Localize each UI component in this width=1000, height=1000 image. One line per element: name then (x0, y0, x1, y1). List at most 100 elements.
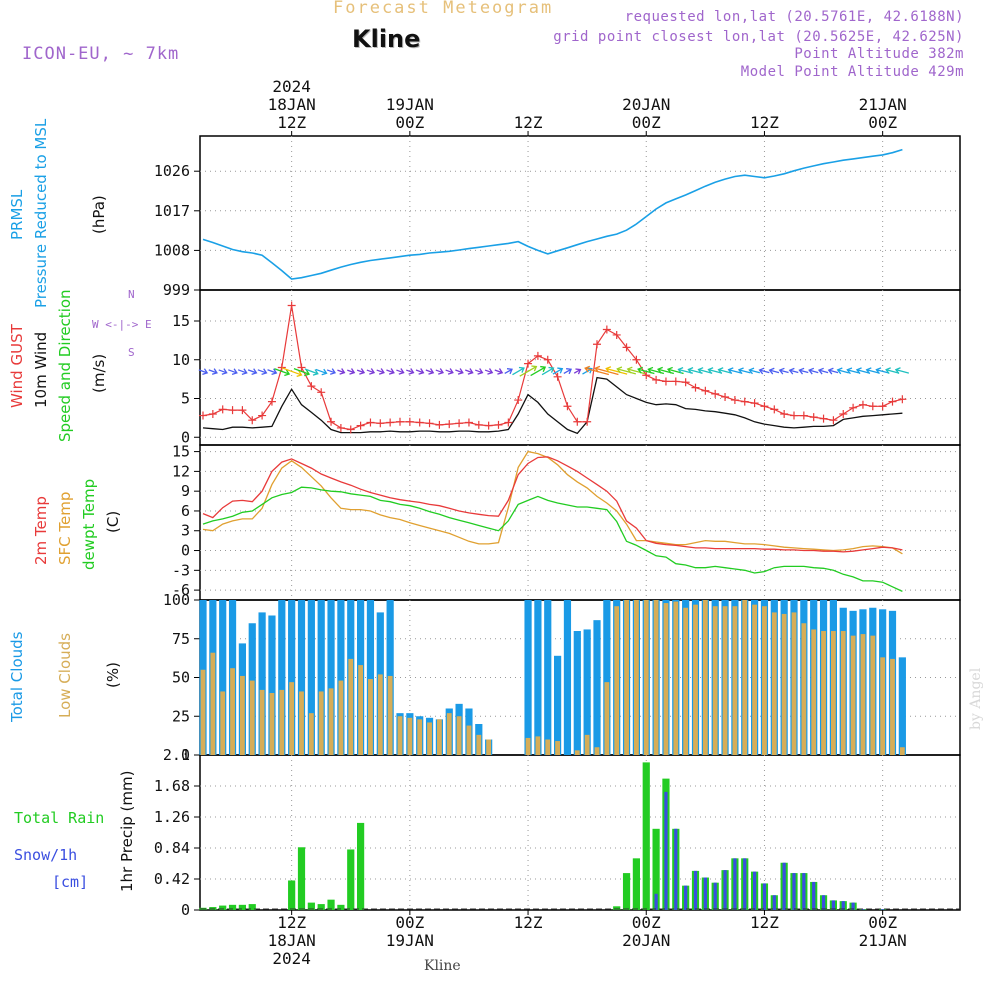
gust-marker (504, 418, 513, 427)
wind-arrow-shaft (866, 369, 880, 374)
wind-arrow (247, 368, 258, 375)
low-cloud-bar (693, 604, 698, 755)
low-cloud-bar (840, 631, 846, 755)
wind-arrow-shaft (366, 369, 375, 374)
wind-arrow-head (885, 367, 892, 375)
low-cloud-bar (880, 657, 886, 755)
snow-bar (733, 858, 737, 910)
wind-arrow-head (657, 366, 663, 374)
gust-marker (258, 411, 267, 420)
wind-arrow-shaft (247, 369, 257, 374)
wind-arrow (875, 367, 890, 375)
gust-marker (435, 420, 444, 429)
low-cloud-bar (752, 604, 757, 755)
ytick-label-pressure: 1017 (154, 202, 190, 220)
wind-arrow-head (540, 365, 547, 373)
author-watermark: by Angel (968, 667, 984, 730)
wind-arrow-shaft (749, 369, 760, 374)
wind-arrow-shaft (809, 369, 819, 374)
total-cloud-bar (554, 655, 562, 755)
wind-arrow-shaft (856, 369, 870, 374)
ytick-label-temp: 3 (181, 522, 190, 540)
gust-marker (878, 402, 887, 411)
rain-bar (297, 847, 306, 910)
gust-marker (583, 417, 592, 426)
label-dewpt-temp: dewpt Temp (80, 478, 98, 570)
rain-bar (642, 762, 650, 910)
wind-arrow-shaft (396, 369, 404, 374)
label-total-rain: Total Rain (14, 809, 105, 827)
ytick-label-precip: 1.68 (154, 777, 190, 795)
total-cloud-bar (603, 600, 611, 755)
wind-arrow-head (717, 367, 724, 374)
wind-arrow-shaft (698, 368, 713, 374)
rain-bar (632, 858, 640, 910)
bottom-time-label: 19JAN (386, 931, 434, 950)
compass-south: S (128, 346, 135, 359)
ytick-label-wind: 10 (172, 351, 190, 369)
gust-marker (356, 421, 365, 430)
low-cloud-bar (584, 734, 590, 755)
wind-arrow-shaft (504, 368, 513, 375)
low-cloud-bar (771, 612, 777, 755)
rain-bar (219, 905, 227, 910)
bottom-time-label: 12Z (277, 913, 306, 932)
low-cloud-bar (791, 612, 797, 755)
low-cloud-bar (525, 737, 531, 755)
low-cloud-bar (387, 675, 393, 755)
gust-marker (494, 420, 503, 429)
gust-marker (671, 377, 680, 386)
gust-marker (898, 395, 907, 404)
gust-marker (445, 420, 454, 429)
low-cloud-bar (899, 747, 905, 755)
wind-arrow-head (586, 367, 593, 374)
low-cloud-bar (486, 739, 492, 755)
wind-arrow-head (836, 367, 843, 375)
wind-arrow-shaft (228, 369, 238, 374)
snow-bar (703, 877, 707, 910)
wind-arrow-shaft (718, 369, 732, 374)
bottom-time-label: 12Z (750, 913, 779, 932)
wind-arrow-shaft (563, 368, 572, 375)
sfc-temp-line (202, 450, 903, 555)
wind-arrow (386, 368, 395, 375)
gust-marker (819, 414, 828, 423)
ytick-label-temp: -3 (172, 561, 190, 579)
wind-arrow-shaft (237, 369, 247, 374)
wind-arrow-shaft (347, 369, 355, 374)
wind-arrow (267, 368, 278, 376)
low-cloud-bar (860, 634, 866, 755)
snow-bar (812, 881, 816, 910)
label-celsius: (C) (104, 510, 122, 533)
wind-arrow-head (626, 366, 633, 374)
wind-arrow-head (349, 368, 356, 375)
gust-marker (770, 405, 779, 414)
snow-bar (861, 909, 865, 910)
gust-marker (267, 397, 276, 406)
wind-arrow-head (687, 367, 694, 374)
low-cloud-bar (427, 722, 432, 755)
snow-bar (693, 870, 698, 910)
total-cloud-bar (278, 600, 286, 755)
total-cloud-bar (258, 612, 266, 755)
wind-arrow-head (748, 367, 755, 375)
panel-frame-temp (199, 444, 961, 601)
wind-arrow-shaft (484, 369, 493, 374)
gust-marker (277, 363, 286, 372)
rain-bar (622, 873, 631, 910)
gust-marker (386, 418, 395, 427)
low-cloud-bar (624, 600, 629, 755)
total-cloud-bar (219, 600, 227, 755)
snow-bar (674, 828, 678, 910)
low-cloud-bar (594, 747, 600, 755)
gust-marker (553, 372, 562, 381)
snow-bar (831, 900, 835, 910)
label-speed-direction: Speed and Direction (56, 289, 74, 442)
wind-arrow (768, 367, 780, 375)
gust-marker (336, 423, 345, 432)
low-cloud-bar (299, 691, 304, 755)
low-cloud-bar (249, 680, 255, 755)
gust-marker (809, 413, 818, 422)
wind-arrow-shaft (257, 369, 267, 374)
wind-arrow (218, 368, 228, 375)
